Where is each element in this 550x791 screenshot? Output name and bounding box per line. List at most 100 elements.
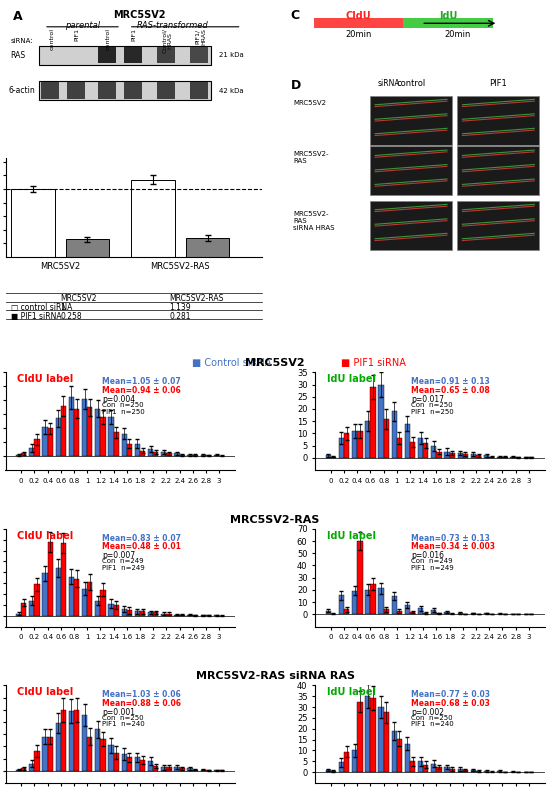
Bar (16, 614, 21, 615)
Bar (436, 613, 442, 615)
Bar (127, 611, 132, 615)
Bar (42, 736, 48, 771)
Bar (56, 723, 61, 771)
Text: □ control siRNA: □ control siRNA (11, 303, 73, 312)
Text: CldU label: CldU label (17, 374, 73, 384)
Bar (122, 609, 127, 615)
Bar (101, 417, 106, 456)
Text: 0.281: 0.281 (169, 312, 191, 321)
Bar (436, 766, 442, 772)
Text: 1.139: 1.139 (169, 303, 191, 312)
Bar (39, 81, 211, 100)
Text: 42 kDa: 42 kDa (218, 88, 243, 93)
Bar (179, 768, 185, 771)
Text: C: C (290, 9, 300, 22)
Bar (179, 455, 185, 456)
Text: 0.258: 0.258 (60, 312, 82, 321)
Text: PIF1: PIF1 (131, 28, 136, 41)
Bar (192, 455, 198, 456)
Bar (174, 767, 179, 771)
Bar (458, 612, 463, 615)
Bar (140, 451, 145, 456)
Bar (358, 541, 362, 615)
Text: PIF1  n=250: PIF1 n=250 (102, 408, 145, 414)
Bar (431, 445, 436, 458)
Bar (67, 82, 85, 99)
Bar (484, 613, 489, 615)
Bar (405, 424, 410, 458)
Bar (153, 766, 158, 771)
Bar (161, 614, 166, 615)
Bar (476, 771, 481, 772)
Bar (384, 418, 389, 458)
Bar (127, 444, 132, 456)
Bar (339, 596, 344, 615)
Bar (166, 614, 172, 615)
Bar (114, 752, 119, 771)
Text: D: D (290, 79, 301, 93)
Text: IdU label: IdU label (327, 374, 376, 384)
Bar (35, 751, 40, 771)
Text: parental: parental (65, 21, 100, 30)
Text: Con  n=250: Con n=250 (102, 714, 144, 721)
Bar (114, 605, 119, 615)
Bar (124, 82, 141, 99)
Bar (403, 18, 493, 28)
Text: 20min: 20min (345, 30, 372, 39)
Bar (16, 770, 21, 771)
Text: MRC5SV2-
RAS: MRC5SV2- RAS (293, 151, 328, 164)
Bar (423, 443, 428, 458)
Text: Mean=1.05 ± 0.07: Mean=1.05 ± 0.07 (102, 377, 180, 386)
Bar (69, 711, 74, 771)
Text: Mean=0.48 ± 0.01: Mean=0.48 ± 0.01 (102, 543, 181, 551)
Bar (56, 418, 61, 456)
Bar (201, 455, 206, 456)
Bar (35, 439, 40, 456)
Bar (48, 542, 53, 615)
Text: RAS-transformed: RAS-transformed (136, 21, 208, 30)
Bar (87, 736, 92, 771)
Text: p=0.001: p=0.001 (102, 708, 135, 717)
Bar (457, 201, 540, 250)
Text: PIF1/
HRAS: PIF1/ HRAS (195, 28, 206, 45)
Bar (95, 729, 101, 771)
Bar (378, 384, 384, 458)
Text: control: control (397, 79, 426, 89)
Bar (352, 431, 358, 458)
Bar (344, 433, 349, 458)
Text: IdU label: IdU label (327, 687, 376, 697)
Bar (35, 585, 40, 615)
Text: PIF1: PIF1 (75, 28, 80, 41)
Bar (397, 611, 402, 615)
Bar (326, 770, 331, 772)
Bar (101, 739, 106, 771)
Bar (358, 702, 362, 772)
Text: siRNA:: siRNA: (378, 79, 403, 89)
Bar (42, 573, 48, 615)
Bar (457, 96, 540, 145)
Bar (101, 589, 106, 615)
Text: MRC5SV2-
RAS
siRNA HRAS: MRC5SV2- RAS siRNA HRAS (293, 210, 334, 231)
Bar (502, 456, 508, 458)
Bar (392, 596, 397, 615)
Bar (410, 442, 415, 458)
Bar (392, 411, 397, 458)
Bar (370, 146, 452, 195)
Bar (48, 736, 53, 771)
Bar (69, 577, 74, 615)
Bar (497, 771, 502, 772)
Bar (148, 761, 153, 771)
Bar (463, 454, 468, 458)
Text: PIF1  n=249: PIF1 n=249 (102, 565, 145, 571)
Text: Con  n=249: Con n=249 (411, 558, 453, 564)
Bar (124, 47, 141, 63)
Bar (153, 612, 158, 615)
Bar (378, 707, 384, 772)
Bar (98, 82, 116, 99)
Text: p=0.004: p=0.004 (102, 395, 135, 404)
Text: 21 kDa: 21 kDa (218, 52, 243, 59)
Bar (365, 422, 371, 458)
Bar (371, 387, 376, 458)
Bar (190, 47, 208, 63)
Bar (510, 456, 515, 458)
